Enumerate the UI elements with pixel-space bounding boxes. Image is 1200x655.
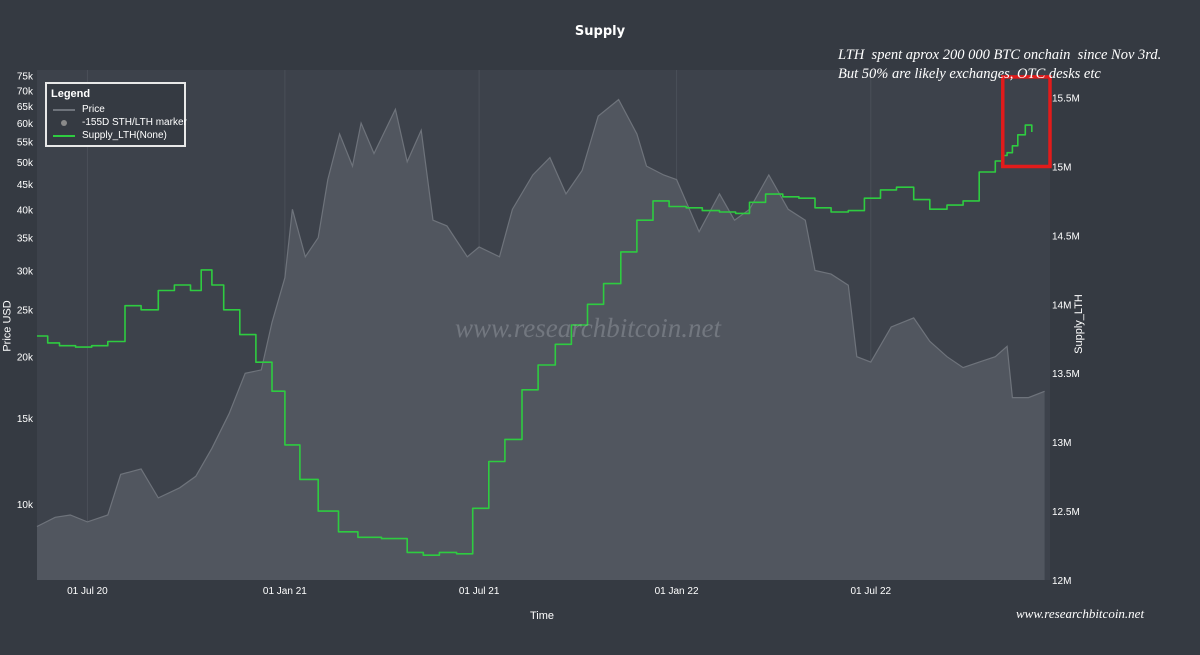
price-line (36, 98, 1045, 528)
legend-title: Legend (51, 88, 91, 100)
y-right-tick-label: 13M (1052, 438, 1071, 449)
legend-label-supply-lth: Supply_LTH(None) (82, 130, 167, 141)
y-left-tick-label: 60k (17, 119, 34, 130)
y-right-tick-label: 14M (1052, 300, 1071, 311)
legend-item-marker[interactable]: -155D STH/LTH marker (51, 117, 187, 129)
y-axis-left-label: Price USD (1, 300, 14, 352)
legend-swatch-price (53, 109, 75, 111)
supply-lth-line (37, 124, 1033, 556)
legend-swatch-supply-lth (53, 135, 75, 137)
legend-item-price[interactable]: Price (51, 104, 186, 116)
y-left-tick-label: 65k (17, 102, 34, 113)
y-left-tick-label: 40k (17, 205, 34, 216)
y-left-tick-label: 20k (17, 353, 34, 364)
y-left-tick-label: 45k (17, 180, 34, 191)
annotation-line-1: LTH spent aprox 200 000 BTC onchain sinc… (838, 47, 1162, 63)
credit-link[interactable]: www.researchbitcoin.net (1016, 606, 1145, 621)
annotation-line-2: But 50% are likely exchanges, OTC desks … (838, 66, 1101, 82)
annotation-text: LTH spent aprox 200 000 BTC onchain sinc… (838, 46, 1161, 84)
x-tick-label: 01 Jan 22 (655, 586, 699, 597)
y-left-tick-label: 50k (17, 158, 34, 169)
y-right-tick-label: 12M (1052, 576, 1071, 587)
x-axis-label: Time (530, 610, 555, 622)
y-axis-right-label: Supply_LTH (1072, 294, 1085, 354)
y-left-tick-label: 55k (17, 138, 34, 149)
highlight-box (1001, 75, 1052, 169)
y-right-tick-label: 14.5M (1052, 231, 1080, 242)
y-left-tick-label: 35k (17, 234, 34, 245)
legend-swatch-marker (61, 120, 67, 126)
legend-label-marker: -155D STH/LTH marker (82, 117, 187, 128)
y-right-tick-label: 12.5M (1052, 507, 1080, 518)
chart-title: Supply (574, 24, 626, 39)
x-tick-label: 01 Jul 20 (67, 586, 108, 597)
y-left-tick-label: 70k (17, 86, 34, 97)
y-right-tick-label: 15.5M (1052, 94, 1080, 105)
x-tick-label: 01 Jan 21 (263, 586, 307, 597)
y-left-tick-label: 25k (17, 305, 34, 316)
y-left-tick-label: 30k (17, 266, 34, 277)
legend-label-price: Price (82, 104, 105, 115)
y-left-tick-label: 10k (17, 500, 34, 511)
x-tick-label: 01 Jul 21 (459, 586, 500, 597)
y-left-tick-label: 75k (17, 72, 34, 83)
y-right-tick-label: 13.5M (1052, 369, 1080, 380)
y-right-tick-label: 15M (1052, 162, 1071, 173)
price-area (37, 99, 1045, 580)
y-left-tick-label: 15k (17, 414, 34, 425)
x-tick-label: 01 Jul 22 (850, 586, 891, 597)
legend-item-supply-lth[interactable]: Supply_LTH(None) (51, 130, 186, 142)
watermark: www.researchbitcoin.net (455, 313, 721, 343)
legend: Legend Price -155D STH/LTH marker Supply… (45, 82, 187, 147)
